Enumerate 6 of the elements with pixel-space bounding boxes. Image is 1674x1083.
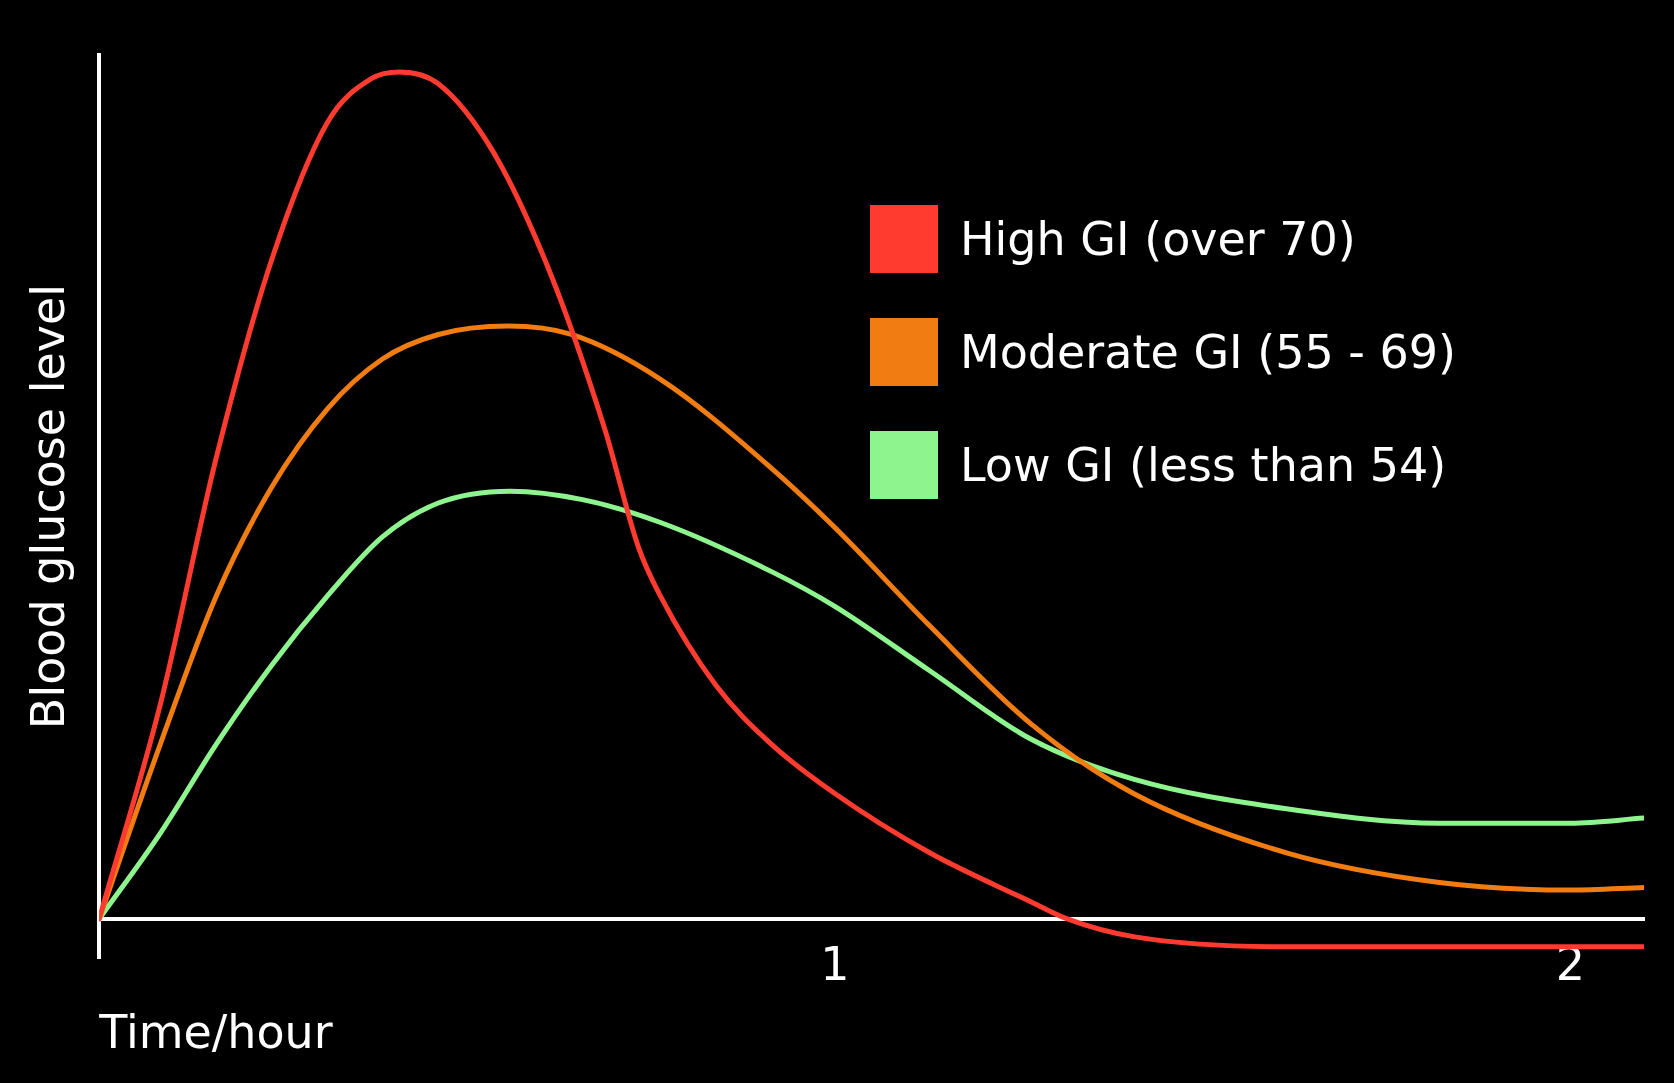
x-tick-label: 1 bbox=[820, 937, 850, 992]
legend-label: High GI (over 70) bbox=[960, 212, 1356, 266]
x-axis-title: Time/hour bbox=[98, 1004, 333, 1059]
legend-label: Low GI (less than 54) bbox=[960, 438, 1447, 492]
y-axis-title: Blood glucose level bbox=[20, 283, 75, 730]
legend-label: Moderate GI (55 - 69) bbox=[960, 325, 1457, 379]
